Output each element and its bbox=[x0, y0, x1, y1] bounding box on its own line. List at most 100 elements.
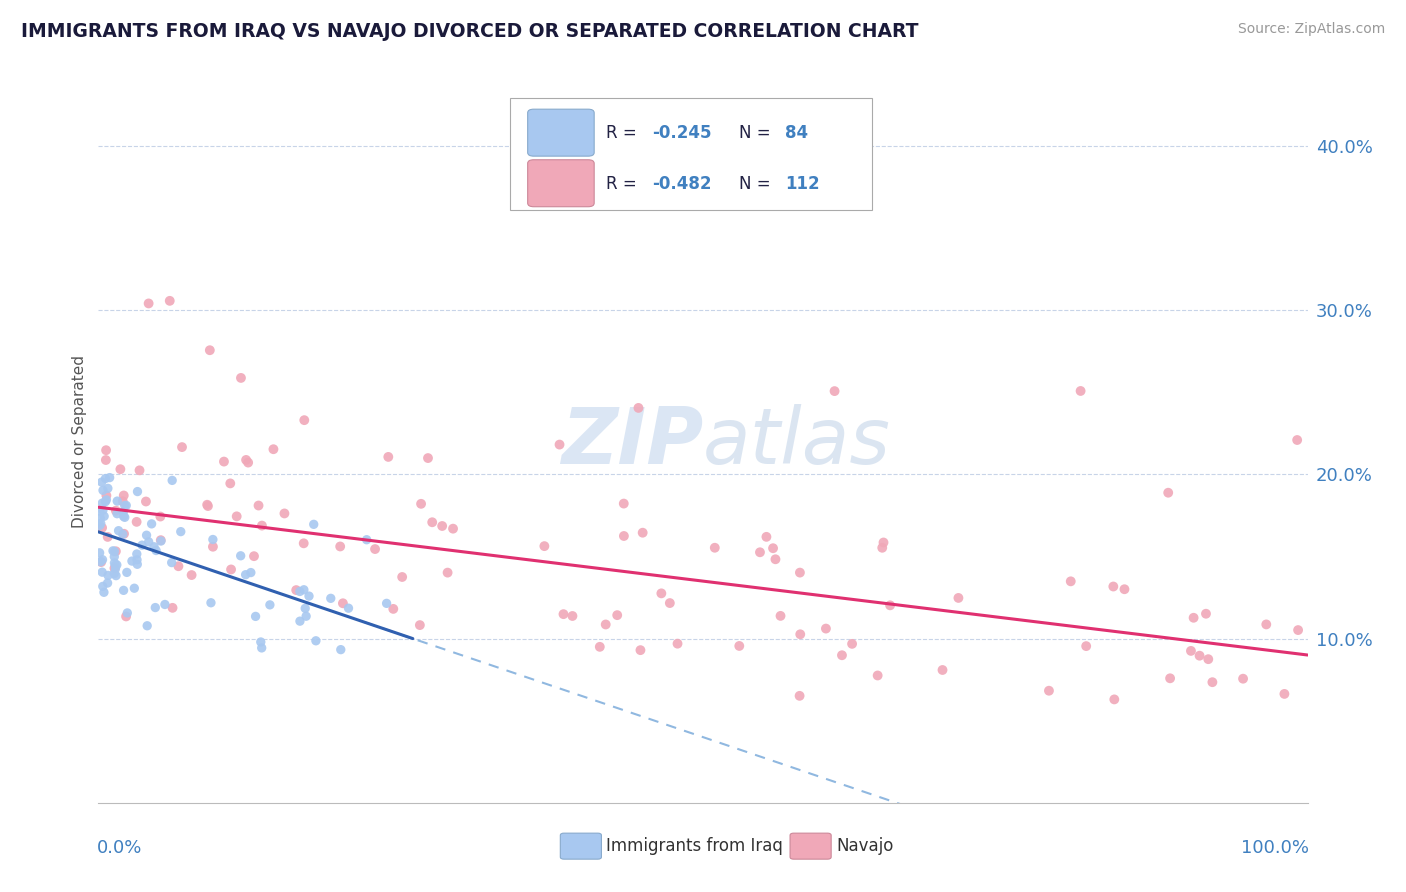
FancyBboxPatch shape bbox=[561, 833, 602, 859]
Point bbox=[631, 525, 654, 540]
Point bbox=[1114, 582, 1136, 597]
Point bbox=[749, 545, 772, 559]
Point bbox=[814, 622, 837, 636]
Point bbox=[112, 488, 135, 502]
Point bbox=[1188, 648, 1211, 663]
Point bbox=[112, 583, 135, 598]
Point bbox=[110, 462, 132, 476]
Point bbox=[104, 558, 127, 573]
Point bbox=[96, 492, 118, 507]
Text: -0.482: -0.482 bbox=[652, 175, 711, 193]
Point bbox=[91, 496, 114, 510]
Point bbox=[302, 517, 325, 532]
Text: -0.245: -0.245 bbox=[652, 124, 711, 142]
Point bbox=[225, 509, 247, 524]
Text: IMMIGRANTS FROM IRAQ VS NAVAJO DIVORCED OR SEPARATED CORRELATION CHART: IMMIGRANTS FROM IRAQ VS NAVAJO DIVORCED … bbox=[21, 22, 918, 41]
Point bbox=[114, 510, 136, 524]
Point bbox=[589, 640, 612, 654]
Point bbox=[103, 561, 125, 575]
Point bbox=[441, 522, 464, 536]
Point bbox=[650, 586, 672, 600]
Point bbox=[136, 619, 159, 633]
Point bbox=[103, 556, 125, 570]
Point bbox=[198, 343, 221, 358]
Point bbox=[219, 562, 242, 576]
Point bbox=[789, 689, 811, 703]
Point bbox=[103, 549, 125, 564]
Point bbox=[93, 509, 115, 524]
Point bbox=[115, 566, 138, 580]
Point bbox=[1076, 639, 1098, 653]
Point bbox=[769, 608, 792, 623]
Point bbox=[89, 504, 111, 518]
Point bbox=[112, 526, 135, 541]
Point bbox=[97, 576, 120, 591]
Point bbox=[866, 668, 889, 682]
Point bbox=[1197, 652, 1219, 666]
Point bbox=[831, 648, 853, 663]
Point bbox=[128, 463, 150, 477]
Point bbox=[436, 566, 458, 580]
Point bbox=[755, 530, 778, 544]
Point bbox=[305, 633, 328, 648]
FancyBboxPatch shape bbox=[527, 109, 595, 156]
Point bbox=[101, 544, 124, 558]
Point bbox=[135, 528, 157, 542]
Point bbox=[1274, 687, 1296, 701]
Point bbox=[762, 541, 785, 556]
Point bbox=[247, 499, 270, 513]
Point bbox=[239, 566, 262, 580]
Point bbox=[288, 584, 311, 599]
Point bbox=[96, 489, 118, 503]
Text: ZIP: ZIP bbox=[561, 403, 703, 480]
Point bbox=[117, 606, 139, 620]
Point bbox=[90, 555, 112, 569]
Point bbox=[658, 596, 681, 610]
Point bbox=[94, 471, 117, 485]
Point bbox=[94, 494, 117, 508]
Point bbox=[98, 470, 121, 484]
Point bbox=[595, 617, 617, 632]
Point bbox=[212, 454, 235, 468]
Point bbox=[703, 541, 725, 555]
Point bbox=[872, 535, 894, 549]
Text: 0.0%: 0.0% bbox=[97, 838, 142, 857]
Point bbox=[259, 598, 281, 612]
Point bbox=[329, 642, 352, 657]
Point bbox=[409, 618, 432, 632]
Point bbox=[533, 539, 555, 553]
Point bbox=[606, 608, 628, 623]
Point bbox=[420, 515, 443, 529]
Point bbox=[613, 529, 636, 543]
Point bbox=[89, 511, 111, 525]
Point bbox=[319, 591, 342, 606]
Point bbox=[127, 558, 149, 572]
Point bbox=[162, 600, 184, 615]
Point bbox=[201, 540, 224, 554]
Point bbox=[121, 554, 143, 568]
Point bbox=[292, 413, 315, 427]
Point bbox=[105, 568, 128, 582]
Point bbox=[141, 516, 163, 531]
Point bbox=[1256, 617, 1278, 632]
Point bbox=[104, 544, 127, 558]
FancyBboxPatch shape bbox=[790, 833, 831, 859]
Point bbox=[1201, 675, 1223, 690]
Point bbox=[1286, 433, 1309, 447]
Point bbox=[409, 497, 432, 511]
Point bbox=[292, 582, 315, 597]
Point bbox=[789, 566, 811, 580]
Y-axis label: Divorced or Separated: Divorced or Separated bbox=[72, 355, 87, 528]
Point bbox=[115, 609, 138, 624]
Point bbox=[143, 600, 166, 615]
Text: 84: 84 bbox=[785, 124, 808, 142]
Point bbox=[236, 456, 259, 470]
Point bbox=[91, 503, 114, 517]
Point bbox=[1070, 384, 1092, 398]
Point bbox=[298, 589, 321, 603]
Point bbox=[931, 663, 953, 677]
Point bbox=[112, 505, 135, 519]
Point bbox=[1182, 611, 1205, 625]
Point bbox=[1180, 644, 1202, 658]
Point bbox=[131, 538, 153, 552]
